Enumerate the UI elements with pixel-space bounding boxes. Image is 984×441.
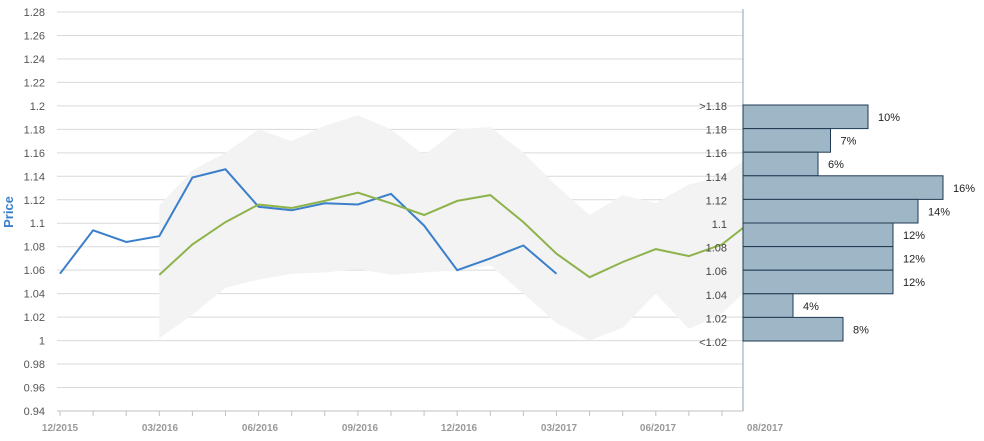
y-tick-label: 0.96 — [24, 383, 45, 395]
histogram-bar — [742, 316, 844, 342]
x-tick-label: 12/2015 — [42, 423, 79, 434]
histogram-bar-value: 16% — [953, 183, 975, 195]
y-tick-label: 1.22 — [24, 77, 45, 89]
y-tick-label: 1.28 — [24, 7, 45, 19]
y-tick-label: 1.1 — [30, 218, 45, 230]
range-band-area — [159, 115, 756, 341]
x-tick-label: 12/2016 — [441, 423, 478, 434]
y-tick-label: 0.94 — [24, 406, 45, 418]
price-line-green — [158, 191, 756, 279]
y-tick-label: 1.16 — [24, 148, 45, 160]
histogram-bar — [742, 198, 919, 224]
y-tick-label: 1.04 — [24, 289, 45, 301]
histogram-bin-label: 1.04 — [706, 290, 727, 302]
x-tick-label: 03/2016 — [142, 423, 179, 434]
histogram-bar — [742, 269, 894, 295]
histogram-bar — [742, 246, 894, 271]
x-tick-label: 06/2016 — [242, 423, 279, 434]
histogram-bar — [742, 175, 944, 200]
y-tick-label: 1.02 — [24, 312, 45, 324]
y-tick-label: 1.06 — [24, 265, 45, 277]
histogram-bin-label: 1.06 — [706, 266, 727, 278]
histogram-bar-value: 12% — [903, 254, 925, 266]
histogram-bin-label: >1.18 — [699, 101, 727, 113]
price-range-band — [159, 115, 756, 341]
x-tick-label: 03/2017 — [541, 423, 578, 434]
histogram: >1.18 10% 1.18 7% 1.16 6% 1.14 16% 1.12 14% 1.1 12%… — [699, 101, 975, 349]
x-tick-label: 06/2017 — [640, 423, 677, 434]
histogram-bar — [742, 222, 894, 248]
histogram-bar — [742, 151, 819, 177]
histogram-bar-value: 12% — [903, 230, 925, 242]
histogram-bar-value: 7% — [841, 136, 857, 148]
y-tick-label: 1.18 — [24, 124, 45, 136]
histogram-bar — [742, 104, 869, 130]
histogram-bar-value: 6% — [828, 159, 844, 171]
y-tick-label: 0.98 — [24, 359, 45, 371]
histogram-bin-label: 1.18 — [706, 125, 727, 137]
chart-axes: 0.94 0.96 0.98 1 1.02 1.04 1.06 1.08 1.1 1.12 1.14… — [24, 7, 784, 434]
price-line-blue — [59, 168, 558, 275]
histogram-bar-value: 10% — [878, 112, 900, 124]
histogram-bin-label: 1.16 — [706, 148, 727, 160]
histogram-bar-value: 8% — [853, 324, 869, 336]
histogram-bar-value: 12% — [903, 277, 925, 289]
histogram-bin-label: 1.12 — [706, 195, 727, 207]
histogram-bar — [742, 293, 794, 318]
y-tick-label: 1.12 — [24, 195, 45, 207]
histogram-bar-value: 14% — [928, 206, 950, 218]
y-tick-label: 1.26 — [24, 30, 45, 42]
y-tick-label: 1.24 — [24, 54, 45, 66]
y-tick-label: 1 — [39, 336, 45, 348]
histogram-bin-label: 1.14 — [706, 172, 727, 184]
histogram-bar-value: 4% — [803, 301, 819, 313]
histogram-bin-label: 1.08 — [706, 243, 727, 255]
y-tick-label: 1.2 — [30, 101, 45, 113]
histogram-bin-label: 1.1 — [712, 219, 727, 231]
histogram-bin-label: <1.02 — [699, 337, 727, 349]
y-tick-label: 1.14 — [24, 171, 45, 183]
y-tick-label: 1.08 — [24, 242, 45, 254]
x-tick-label: 08/2017 — [747, 423, 784, 434]
histogram-bar — [742, 128, 831, 153]
y-axis-label: Price — [1, 196, 16, 228]
x-tick-label: 09/2016 — [342, 423, 379, 434]
histogram-bin-label: 1.02 — [706, 313, 727, 325]
price-series — [59, 168, 756, 279]
